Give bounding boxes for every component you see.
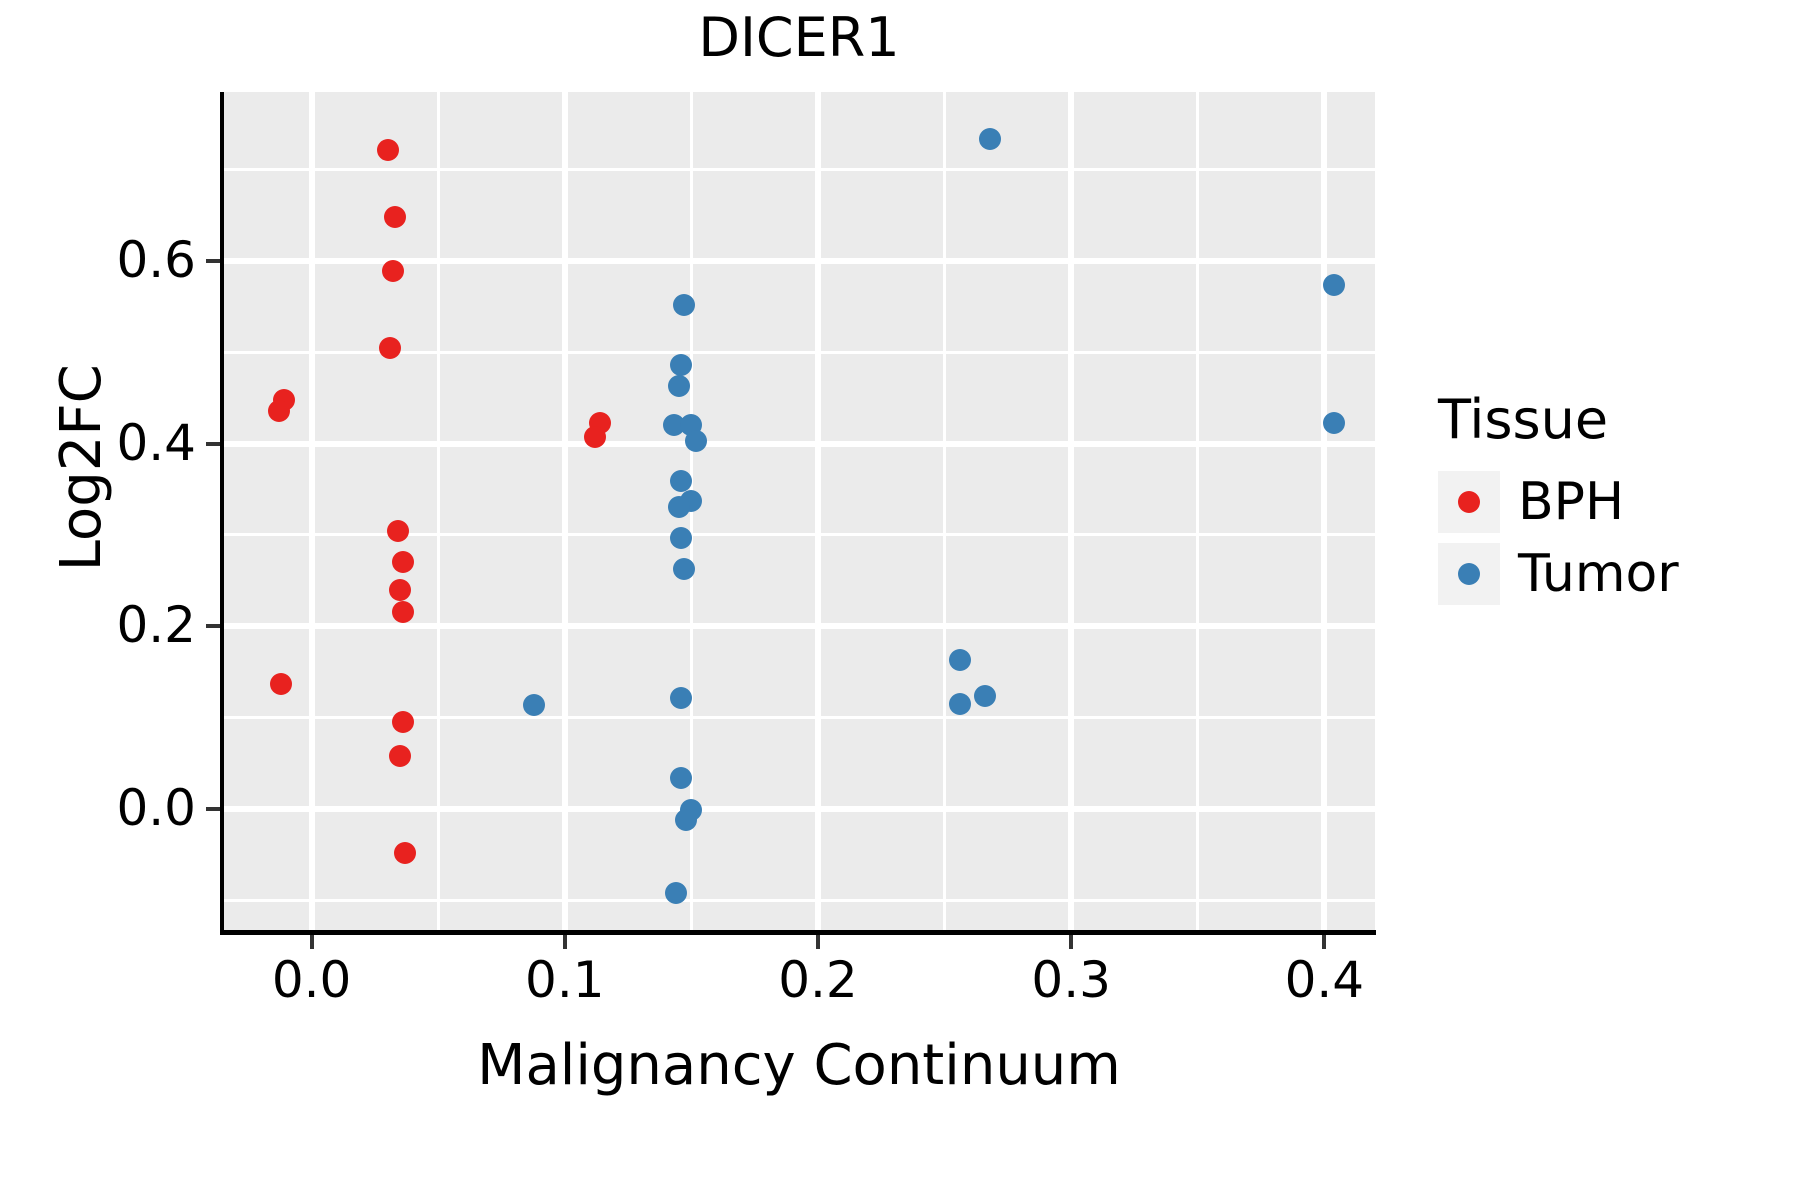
x-axis-tick-label: 0.3	[1031, 951, 1111, 1009]
legend: Tissue BPH Tumor	[1438, 390, 1778, 615]
data-point-bph	[389, 578, 412, 601]
x-axis-tick	[1322, 935, 1327, 949]
data-point-tumor	[670, 766, 693, 789]
y-axis-line	[220, 92, 224, 932]
legend-item-label: BPH	[1518, 471, 1625, 532]
data-point-bph	[391, 711, 414, 733]
data-point-tumor	[948, 648, 971, 671]
data-point-bph	[386, 520, 409, 543]
data-point-tumor	[523, 693, 546, 716]
data-point-tumor	[1323, 273, 1346, 296]
y-axis-label: Log2FC	[49, 364, 115, 572]
data-point-tumor	[670, 354, 693, 376]
legend-key-swatch	[1438, 471, 1500, 534]
gridline-minor-vertical	[436, 92, 440, 932]
data-point-tumor	[948, 692, 971, 715]
gridline-minor-horizontal	[223, 168, 1375, 172]
y-axis-tick	[206, 806, 220, 811]
gridline-minor-horizontal	[223, 350, 1375, 354]
data-point-tumor	[685, 429, 708, 452]
data-point-tumor	[1323, 412, 1346, 435]
page-title: DICER1	[698, 6, 900, 69]
data-point-tumor	[675, 808, 698, 831]
gridline-minor-horizontal	[223, 898, 1375, 902]
gridline-minor-vertical	[689, 92, 693, 932]
legend-key-swatch	[1438, 543, 1500, 606]
data-point-tumor	[672, 293, 695, 316]
data-point-tumor	[974, 684, 997, 707]
x-axis-tick	[1069, 935, 1074, 949]
y-axis-tick-label: 0.4	[116, 413, 196, 472]
data-point-tumor	[667, 496, 690, 519]
legend-item-label: Tumor	[1518, 543, 1679, 604]
gridline-minor-horizontal	[223, 715, 1375, 719]
gridline-minor-vertical	[1196, 92, 1200, 932]
y-axis-tick	[206, 258, 220, 263]
data-point-bph	[584, 426, 607, 449]
legend-dot-icon	[1458, 563, 1480, 586]
x-axis-tick	[562, 935, 567, 949]
data-point-bph	[379, 336, 402, 359]
gridline-minor-vertical	[943, 92, 947, 932]
x-axis-tick	[309, 935, 314, 949]
x-axis-label: Malignancy Continuum	[477, 1033, 1121, 1098]
plot-panel	[223, 92, 1375, 932]
data-point-bph	[391, 551, 414, 574]
y-axis-tick	[206, 441, 220, 446]
x-axis-tick-label: 0.1	[525, 951, 605, 1009]
y-axis-tick-label: 0.0	[116, 778, 196, 837]
data-point-tumor	[670, 687, 693, 710]
x-axis-tick	[815, 935, 820, 949]
data-point-tumor	[665, 881, 688, 904]
data-point-bph	[381, 259, 404, 282]
y-axis-tick	[206, 624, 220, 629]
gridline-major-vertical	[814, 92, 821, 932]
legend-title: Tissue	[1438, 388, 1609, 451]
gridline-major-horizontal	[223, 440, 1375, 447]
gridline-major-horizontal	[223, 623, 1375, 630]
data-point-tumor	[662, 414, 685, 437]
data-point-tumor	[672, 557, 695, 580]
gridline-minor-horizontal	[223, 533, 1375, 537]
data-point-bph	[384, 206, 407, 229]
data-point-bph	[394, 841, 417, 864]
data-point-bph	[376, 138, 399, 161]
gridline-major-vertical	[308, 92, 315, 932]
data-point-bph	[389, 744, 412, 767]
data-point-tumor	[979, 128, 1002, 151]
gridline-major-vertical	[561, 92, 568, 932]
legend-item-tumor[interactable]: Tumor	[1438, 543, 1778, 606]
legend-dot-icon	[1458, 491, 1480, 514]
data-point-tumor	[670, 469, 693, 492]
data-point-bph	[270, 672, 293, 695]
gridline-major-horizontal	[223, 805, 1375, 812]
gridline-major-vertical	[1321, 92, 1328, 932]
data-point-bph	[267, 399, 290, 422]
x-axis-tick-label: 0.0	[271, 951, 352, 1009]
y-axis-tick-label: 0.6	[116, 230, 196, 289]
data-point-tumor	[667, 375, 690, 397]
data-point-tumor	[670, 526, 693, 549]
x-axis-tick-label: 0.4	[1284, 951, 1365, 1009]
y-axis-tick-label: 0.2	[116, 596, 196, 655]
gridline-major-horizontal	[223, 257, 1375, 264]
x-axis-tick-label: 0.2	[778, 951, 858, 1009]
x-axis-line	[220, 930, 1376, 935]
legend-item-bph[interactable]: BPH	[1438, 471, 1778, 534]
gridline-major-vertical	[1068, 92, 1075, 932]
legend-items: BPH Tumor	[1438, 471, 1778, 606]
data-point-bph	[391, 601, 414, 624]
